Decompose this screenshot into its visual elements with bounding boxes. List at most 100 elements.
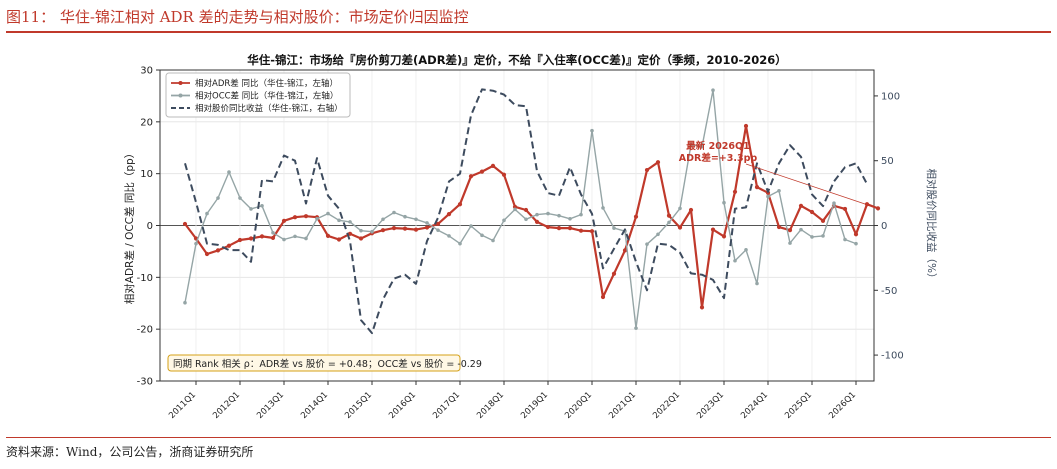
series-point-1 (436, 228, 440, 232)
series-point-0 (853, 232, 859, 237)
figure-header: 图11： 华住-锦江相对 ADR 差的走势与相对股价：市场定价归因监控 (6, 4, 1051, 32)
x-tick-label: 2024Q1 (739, 390, 770, 421)
x-tick-label: 2011Q1 (167, 390, 198, 421)
y-tick-label: -10 (137, 273, 153, 284)
series-point-1 (777, 188, 781, 193)
series-point-1 (513, 207, 517, 212)
series-point-0 (303, 214, 309, 219)
y2-axis-label: 相对股价同比收益（%） (925, 169, 938, 284)
series-point-0 (798, 203, 804, 208)
series-line-0 (184, 124, 879, 309)
series-point-1 (689, 142, 693, 147)
series-point-1 (359, 228, 363, 233)
legend-marker-0 (178, 81, 183, 85)
series-point-1 (854, 241, 858, 246)
y2-tick-label: -100 (881, 351, 904, 362)
series-point-1 (568, 216, 572, 221)
series-point-1 (370, 229, 374, 234)
series-point-1 (183, 300, 187, 305)
y-tick-label: -30 (137, 377, 153, 388)
y-axis-label: 相对ADR差 / OCC差 同比（pp） (123, 148, 136, 304)
series-point-0 (556, 225, 562, 231)
series-point-0 (215, 248, 221, 253)
x-tick-label: 2026Q1 (827, 390, 858, 421)
series-point-0 (644, 167, 650, 173)
series-point-0 (259, 234, 265, 239)
series-point-0 (292, 215, 298, 220)
series-point-0 (413, 227, 419, 232)
series-point-0 (699, 305, 705, 310)
series-point-0 (512, 204, 518, 209)
series-point-0 (523, 207, 529, 213)
series-point-1 (788, 241, 792, 245)
series-point-0 (633, 214, 639, 219)
series-point-1 (326, 211, 330, 216)
series-point-1 (755, 281, 759, 286)
series-point-0 (567, 225, 573, 231)
series-point-0 (182, 221, 188, 227)
series-point-1 (766, 194, 770, 199)
series-point-0 (677, 225, 683, 230)
series-point-1 (678, 206, 682, 211)
y-tick-label: 10 (140, 169, 153, 180)
series-point-0 (666, 213, 672, 218)
series-point-0 (391, 225, 397, 231)
annotation-line1: 最新 2026Q1 (686, 140, 749, 152)
series-point-0 (479, 169, 485, 174)
series-point-0 (468, 174, 474, 179)
series-point-1 (337, 218, 341, 223)
series-point-0 (688, 207, 694, 213)
series-point-1 (205, 211, 209, 216)
series-point-1 (535, 212, 539, 217)
x-tick-label: 2021Q1 (607, 390, 638, 421)
grid-layer (160, 69, 874, 382)
series-point-0 (402, 226, 408, 231)
series-point-1 (249, 207, 253, 211)
legend-label-1: 相对OCC差 同比（华住-锦江，左轴） (195, 91, 338, 102)
x-tick-label: 2023Q1 (695, 390, 726, 421)
legend-frame (165, 72, 351, 118)
series-point-0 (237, 237, 243, 243)
series-point-0 (446, 211, 452, 217)
series-point-1 (271, 230, 275, 235)
series-point-0 (842, 206, 848, 212)
series-point-1 (634, 326, 638, 330)
x-tick-label: 2012Q1 (211, 390, 242, 421)
series-point-1 (700, 144, 704, 149)
annotation-line2: ADR差=+3.3pp (679, 152, 758, 164)
series-point-0 (534, 219, 540, 224)
series-point-1 (821, 234, 825, 238)
y2-tick-label: -50 (881, 286, 897, 297)
series-point-0 (336, 237, 342, 242)
x-tick-label: 2013Q1 (255, 390, 286, 421)
series-layer (182, 88, 881, 335)
y-tick-label: 20 (140, 117, 153, 128)
series-point-1 (590, 128, 594, 133)
x-tick-label: 2019Q1 (519, 390, 550, 421)
legend: 相对ADR差 同比（华住-锦江，左轴） 相对OCC差 同比（华住-锦江，左轴）相对… (165, 72, 351, 118)
series-point-1 (810, 235, 814, 239)
series-point-0 (545, 224, 551, 230)
stat-box: 同期 Rank 相关 ρ：ADR差 vs 股价 = +0.48；OCC差 vs … (167, 354, 482, 372)
series-point-0 (281, 218, 287, 223)
series-point-0 (611, 271, 617, 276)
series-point-0 (820, 218, 826, 223)
series-point-0 (270, 235, 276, 241)
series-point-1 (194, 241, 198, 246)
series-point-1 (733, 258, 737, 263)
series-line-1 (184, 89, 857, 329)
series-point-1 (260, 204, 264, 208)
series-point-1 (403, 214, 407, 219)
series-point-0 (622, 248, 628, 253)
series-point-1 (524, 217, 528, 222)
series-point-1 (579, 212, 583, 217)
series-point-1 (557, 213, 561, 218)
series-point-0 (710, 227, 716, 232)
series-point-0 (490, 163, 496, 168)
annotation-arrow (745, 163, 879, 209)
legend-label-2: 相对股价同比收益（华住-锦江，右轴） (195, 103, 343, 114)
series-point-0 (347, 231, 353, 236)
series-point-1 (282, 237, 286, 242)
x-tick-label: 2018Q1 (475, 390, 506, 421)
